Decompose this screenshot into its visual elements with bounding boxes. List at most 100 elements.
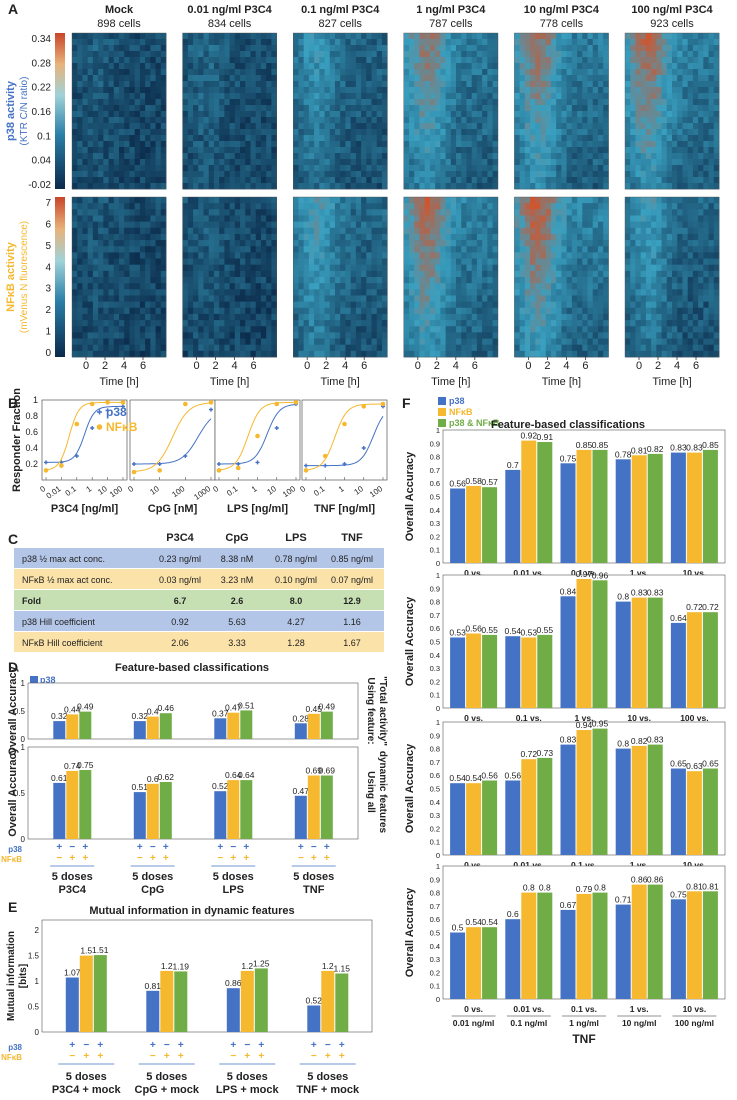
heatmap-cell <box>492 264 499 272</box>
heatmap-cell <box>440 51 446 58</box>
heatmap-cell <box>540 246 547 253</box>
heatmap-cell <box>582 227 588 235</box>
heatmap-cell <box>187 344 194 352</box>
heatmap-cell <box>139 350 146 358</box>
heatmap-cell <box>592 39 599 46</box>
heatmap-cell <box>103 320 109 327</box>
heatmap-cell <box>445 215 452 223</box>
heatmap-cell <box>308 221 315 229</box>
heatmap-cell <box>319 123 325 130</box>
heatmap-cell <box>150 233 156 241</box>
heatmap-cell <box>87 344 94 352</box>
heatmap-cell <box>571 320 578 327</box>
heatmap-cell <box>129 33 136 40</box>
heatmap-cell <box>182 270 189 278</box>
heatmap-cell <box>414 159 420 166</box>
heatmap-cell <box>625 45 631 52</box>
heatmap-cell <box>381 246 388 253</box>
heatmap-cell <box>182 69 189 76</box>
heatmap-cell <box>293 33 299 40</box>
heatmap-cell <box>229 258 236 266</box>
heatmap-cell <box>87 33 94 40</box>
heatmap-cell <box>160 301 167 309</box>
heatmap-cell <box>187 270 194 278</box>
heatmap-cell <box>414 33 420 40</box>
heatmap-cell <box>82 320 89 327</box>
heatmap-cell <box>234 313 241 321</box>
heatmap-cell <box>145 147 151 154</box>
heatmap-cell <box>77 301 83 309</box>
heatmap-cell <box>319 221 325 229</box>
heatmap-cell <box>150 141 156 148</box>
heatmap-cell <box>677 75 683 82</box>
heatmap-cell <box>456 111 462 118</box>
heatmap-cell <box>492 221 499 229</box>
heatmap-cell <box>381 171 388 178</box>
heatmap-cell <box>219 153 225 160</box>
heatmap-cell <box>466 81 473 88</box>
heatmap-cell <box>376 320 383 327</box>
heatmap-cell <box>597 295 604 303</box>
heatmap-cell <box>203 141 210 148</box>
heatmap-cell <box>440 183 446 190</box>
heatmap-cell <box>450 117 457 124</box>
heatmap-cell <box>566 246 573 253</box>
heatmap-cell <box>250 45 257 52</box>
heatmap-cell <box>198 177 204 184</box>
heatmap-cell <box>403 39 410 46</box>
heatmap-cell <box>260 51 267 58</box>
heatmap-cell <box>466 39 473 46</box>
heatmap-cell <box>266 289 272 296</box>
heatmap-cell <box>72 233 78 241</box>
heatmap-cell <box>160 258 167 266</box>
heatmap-cell <box>466 63 473 70</box>
heatmap-cell <box>476 252 483 259</box>
heatmap-cell <box>103 177 109 184</box>
heatmap-cell <box>245 123 251 130</box>
heatmap-cell <box>334 105 341 112</box>
heatmap-cell <box>92 111 99 118</box>
heatmap-cell <box>414 93 420 100</box>
heatmap-cell <box>566 141 573 148</box>
heatmap-cell <box>698 69 704 76</box>
heatmap-cell <box>571 307 578 315</box>
heatmap-cell <box>240 264 246 272</box>
heatmap-cell <box>429 258 436 266</box>
heatmap-cell <box>119 203 125 210</box>
heatmap-cell <box>229 350 236 358</box>
heatmap-cell <box>72 159 78 166</box>
heatmap-cell <box>72 344 78 352</box>
heatmap-cell <box>482 69 488 76</box>
heatmap-cell <box>597 93 604 100</box>
heatmap-cell <box>208 147 215 154</box>
heatmap-cell <box>119 197 125 204</box>
heatmap-cell <box>266 51 272 58</box>
heatmap-cell <box>571 177 578 184</box>
heatmap-cell <box>530 270 536 278</box>
heatmap-cell <box>381 338 388 346</box>
heatmap-cell <box>582 203 588 210</box>
heatmap-cell <box>182 111 189 118</box>
heatmap-cell <box>119 177 125 184</box>
heatmap-cell <box>409 295 415 303</box>
heatmap-cell <box>187 81 194 88</box>
heatmap-cell <box>103 344 109 352</box>
heatmap-cell <box>419 227 426 235</box>
heatmap-cell <box>587 258 594 266</box>
heatmap-cell <box>577 258 583 266</box>
heatmap-cell <box>524 57 531 64</box>
heatmap-cell <box>482 344 488 352</box>
heatmap-cell <box>603 165 609 172</box>
heatmap-cell <box>319 332 325 339</box>
heatmap-cell <box>87 320 94 327</box>
heatmap-cell <box>545 240 552 247</box>
heatmap-cell <box>409 258 415 266</box>
heatmap-cell <box>561 153 568 160</box>
heatmap-cell <box>98 105 104 112</box>
heatmap-cell <box>456 39 462 46</box>
heatmap-cell <box>266 227 272 235</box>
heatmap-cell <box>403 177 410 184</box>
heatmap-cell <box>440 33 446 40</box>
heatmap-cell <box>255 301 262 309</box>
heatmap-cell <box>677 81 683 88</box>
